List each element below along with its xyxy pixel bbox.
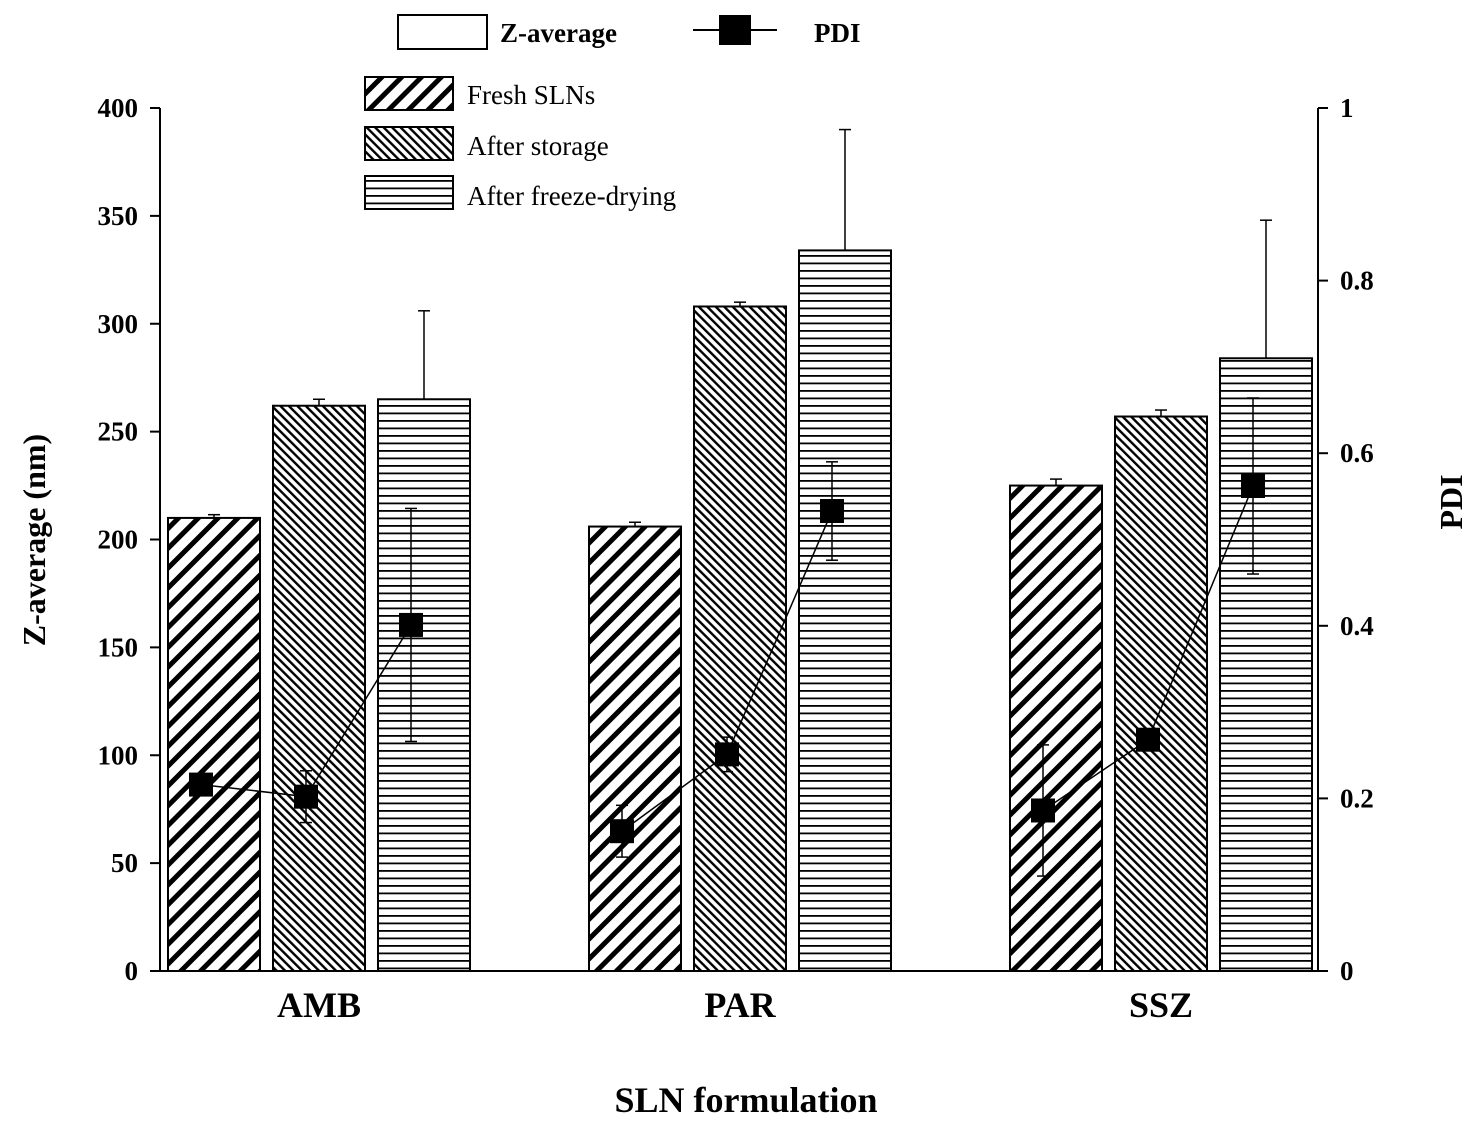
x-tick-label: SSZ [1129, 985, 1193, 1025]
y-axis-title: Z-average (nm) [16, 434, 52, 646]
y-tick-label: 100 [98, 740, 139, 770]
pdi-marker-amb-2 [399, 612, 423, 637]
legend-fresh-label: Fresh SLNs [467, 80, 595, 110]
y2-axis-title: PDI [1433, 474, 1469, 529]
legend-zaverage-label: Z-average [500, 18, 617, 48]
y-tick-label: 300 [98, 309, 139, 339]
bar-par-1 [693, 305, 787, 972]
x-tick-label: AMB [277, 985, 361, 1025]
bar-amb-1 [272, 404, 366, 972]
pdi-marker-par-0 [610, 819, 634, 844]
legend-fresh-swatch [364, 76, 454, 111]
pdi-marker-amb-1 [294, 784, 318, 809]
legend-freeze-label: After freeze-drying [467, 181, 676, 211]
y2-tick-label: 1 [1340, 93, 1354, 123]
pdi-marker-par-1 [715, 742, 739, 767]
legend-pdi-marker [719, 15, 751, 45]
y-ticks-left: 0 50 100 150 200 250 300 350 400 [98, 93, 160, 986]
x-axis-title: SLN formulation [614, 1080, 877, 1120]
bar-ssz-1 [1114, 415, 1208, 972]
pdi-marker-ssz-1 [1136, 727, 1160, 752]
y-tick-label: 350 [98, 201, 139, 231]
legend-storage-swatch [364, 126, 454, 161]
y-ticks-right: 0 0.2 0.4 0.6 0.8 1 [1318, 93, 1374, 986]
legend-freeze-swatch [364, 175, 454, 210]
y2-tick-label: 0 [1340, 956, 1354, 986]
x-tick-labels: AMB PAR SSZ [277, 985, 1193, 1025]
legend-pdi-label: PDI [814, 18, 861, 48]
bar-amb-2 [377, 398, 471, 972]
y-tick-label: 0 [125, 956, 139, 986]
pdi-series [189, 397, 1265, 877]
y2-tick-label: 0.8 [1340, 266, 1374, 296]
bars [167, 128, 1313, 972]
legend-zaverage-swatch [397, 14, 488, 50]
bar-amb-0 [167, 516, 261, 972]
bar-par-0 [588, 525, 682, 972]
legend-storage-label: After storage [467, 131, 609, 161]
bar-par-2 [798, 249, 892, 972]
y-tick-label: 400 [98, 93, 139, 123]
y-tick-label: 200 [98, 525, 139, 555]
y2-tick-label: 0.4 [1340, 611, 1374, 641]
pdi-marker-amb-0 [189, 772, 213, 797]
bar-ssz-2 [1219, 357, 1313, 972]
y-tick-label: 150 [98, 632, 139, 662]
bar-ssz-0 [1009, 484, 1103, 972]
pdi-marker-ssz-2 [1241, 473, 1265, 498]
y-tick-label: 50 [111, 848, 138, 878]
y-tick-label: 250 [98, 417, 139, 447]
pdi-marker-par-2 [820, 499, 844, 524]
legend-series: Fresh SLNs After storage After freeze-dr… [364, 76, 676, 211]
pdi-marker-ssz-0 [1031, 798, 1055, 823]
x-tick-label: PAR [704, 985, 776, 1025]
y2-tick-label: 0.6 [1340, 438, 1374, 468]
legend-top: Z-average PDI [397, 14, 861, 50]
y2-tick-label: 0.2 [1340, 783, 1374, 813]
